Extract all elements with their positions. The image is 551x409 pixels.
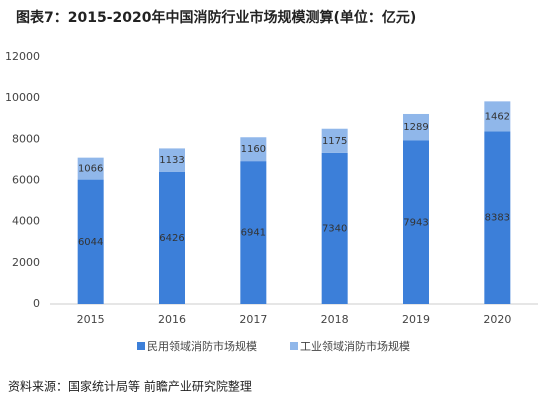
bar-segment: [403, 113, 429, 141]
chart-title: 图表7：2015-2020年中国消防行业市场规模测算(单位：亿元): [16, 9, 416, 26]
value-label: 6044: [78, 237, 103, 248]
bar-segment: [77, 157, 104, 180]
value-label: 1462: [485, 111, 510, 122]
value-label: 1066: [78, 164, 103, 175]
value-label: 7943: [403, 217, 428, 228]
bar-segment: [321, 128, 348, 153]
x-tick-label: 2018: [321, 313, 349, 326]
value-label: 6941: [241, 228, 266, 239]
x-tick-label: 2019: [402, 313, 430, 326]
y-tick-label: 6000: [12, 174, 40, 187]
bar-segment: [159, 171, 185, 304]
value-label: 1160: [241, 144, 266, 155]
value-label: 1289: [403, 122, 428, 133]
y-tick-label: 12000: [5, 50, 40, 63]
bar-segment: [77, 179, 104, 304]
bar-segment: [403, 140, 429, 304]
value-label: 8383: [485, 213, 510, 224]
x-tick-label: 2016: [158, 313, 186, 326]
value-label: 1133: [159, 155, 184, 166]
bar-segment: [240, 161, 267, 304]
value-label: 1175: [322, 136, 347, 147]
x-tick-label: 2015: [77, 313, 105, 326]
bar-segment: [240, 137, 267, 162]
legend-swatch: [137, 342, 145, 350]
bar-segment: [159, 148, 185, 172]
y-tick-label: 4000: [12, 215, 40, 228]
legend-label: 工业领域消防市场规模: [300, 339, 410, 353]
y-tick-label: 2000: [12, 256, 40, 269]
bar-segment: [321, 152, 348, 304]
value-label: 6426: [159, 233, 184, 244]
y-tick-label: 10000: [5, 91, 40, 104]
x-tick-label: 2017: [239, 313, 267, 326]
legend-swatch: [290, 342, 298, 350]
y-tick-label: 0: [33, 297, 40, 310]
bar-segment: [484, 101, 511, 132]
y-tick-label: 8000: [12, 132, 40, 145]
source-note: 资料来源：国家统计局等 前瞻产业研究院整理: [8, 379, 252, 394]
x-tick-label: 2020: [483, 313, 511, 326]
bar-segment: [484, 131, 511, 304]
legend-label: 民用领域消防市场规模: [147, 339, 257, 353]
value-label: 7340: [322, 223, 347, 234]
